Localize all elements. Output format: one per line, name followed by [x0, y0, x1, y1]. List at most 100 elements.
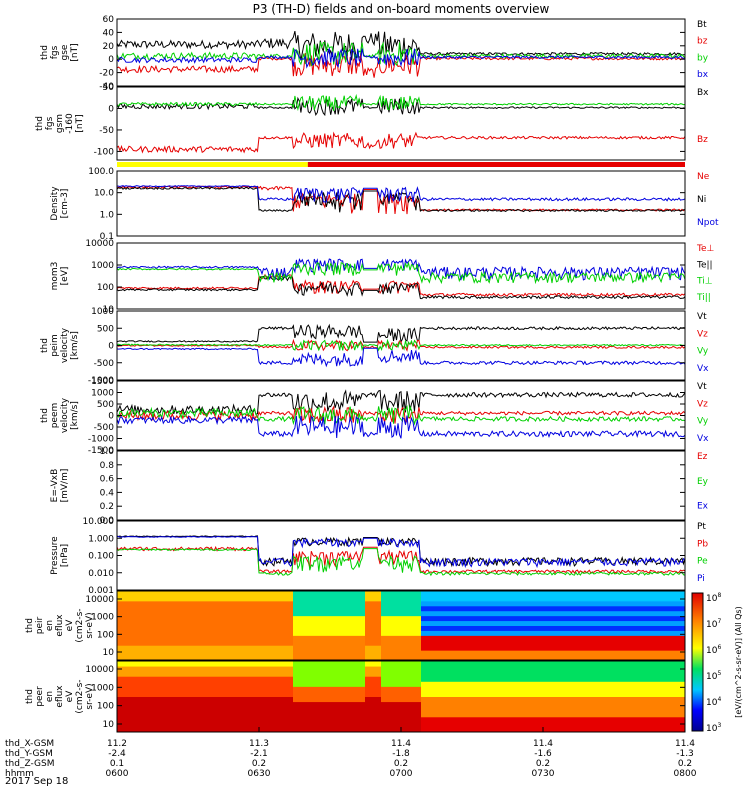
spectrogram-cell — [373, 615, 378, 622]
spectrogram-cell — [657, 666, 662, 672]
spectrogram-cell — [345, 620, 350, 626]
spectrogram-cell — [393, 640, 398, 646]
spectrogram-cell — [513, 645, 518, 651]
spectrogram-cell — [577, 595, 582, 602]
spectrogram-cell — [133, 671, 138, 677]
spectrogram-cell — [457, 630, 462, 636]
spectrogram-cell — [129, 620, 134, 626]
spectrogram-cell — [441, 650, 446, 656]
spectrogram-cell — [233, 721, 238, 728]
spectrogram-cell — [577, 600, 582, 607]
spectrogram-cell — [389, 591, 394, 597]
spectrogram-cell — [305, 716, 310, 723]
spectrogram-cell — [257, 716, 262, 723]
spectrogram-cell — [189, 615, 194, 622]
spectrogram-cell — [413, 696, 418, 703]
spectrogram-cell — [645, 600, 650, 607]
spectrogram-cell — [421, 686, 426, 692]
legend-entry: Te⊥ — [696, 244, 715, 254]
spectrogram-cell — [241, 605, 246, 612]
spectrogram-cell — [373, 600, 378, 607]
spectrogram-cell — [205, 701, 210, 708]
spectrogram-cell — [489, 630, 494, 636]
spectrogram-cell — [449, 625, 454, 631]
y-tick-label: 0.010 — [88, 569, 114, 579]
spectrogram-cell — [625, 691, 630, 697]
spectrogram-cell — [577, 666, 582, 672]
spectrogram-cell — [573, 701, 578, 708]
spectrogram-cell — [161, 615, 166, 622]
spectrogram-cell — [521, 696, 526, 703]
spectrogram-cell — [209, 681, 214, 687]
spectrogram-cell — [421, 650, 426, 656]
spectrogram-cell — [349, 701, 354, 708]
spectrogram-cell — [349, 600, 354, 607]
spectrogram-cell — [565, 686, 570, 692]
spectrogram-cell — [209, 696, 214, 703]
spectrogram-cell — [281, 630, 286, 636]
spectrogram-cell — [281, 605, 286, 612]
spectrogram-cell — [605, 620, 610, 626]
spectrogram-cell — [577, 671, 582, 677]
spectrogram-cell — [525, 721, 530, 728]
spectrogram-cell — [497, 691, 502, 697]
spectrogram-cell — [617, 650, 622, 656]
spectrogram-cell — [141, 686, 146, 692]
spectrogram-cell — [401, 661, 406, 667]
spectrogram-cell — [469, 625, 474, 631]
spectrogram-cell — [373, 696, 378, 703]
spectrogram-cell — [665, 595, 670, 602]
spectrogram-cell — [469, 600, 474, 607]
spectrogram-cell — [281, 655, 286, 661]
spectrogram-cell — [169, 676, 174, 682]
spectrogram-cell — [309, 630, 314, 636]
legend-entry: Pi — [697, 574, 705, 584]
spectrogram-cell — [129, 661, 134, 667]
spectrogram-cell — [617, 671, 622, 677]
spectrogram-cell — [129, 676, 134, 682]
spectrogram-cell — [321, 625, 326, 631]
spectrogram-cell — [293, 706, 298, 713]
spectrogram-cell — [533, 671, 538, 677]
spectrogram-cell — [521, 610, 526, 617]
spectrogram-cell — [561, 591, 566, 597]
spectrogram-cell — [657, 595, 662, 602]
spectrogram-cell — [465, 706, 470, 713]
spectrogram-cell — [485, 591, 490, 597]
spectrogram-cell — [485, 676, 490, 682]
spectrogram-cell — [621, 701, 626, 708]
spectrogram-cell — [509, 655, 514, 661]
spectrogram-cell — [413, 630, 418, 636]
spectrogram-cell — [169, 686, 174, 692]
spectrogram-cell — [453, 615, 458, 622]
legend-entry: Ni — [697, 195, 706, 205]
spectrogram-cell — [653, 591, 658, 597]
legend-entry: Pb — [697, 539, 708, 549]
spectrogram-cell — [441, 610, 446, 617]
spectrogram-cell — [397, 676, 402, 682]
spectrogram-cell — [649, 681, 654, 687]
spectrogram-cell — [625, 591, 630, 597]
spectrogram-cell — [317, 666, 322, 672]
spectrogram-cell — [417, 630, 422, 636]
spectrogram-cell — [365, 625, 370, 631]
spectrogram-cell — [333, 655, 338, 661]
spectrogram-cell — [413, 701, 418, 708]
spectrogram-cell — [409, 650, 414, 656]
spectrogram-cell — [425, 610, 430, 617]
spectrogram-cell — [213, 605, 218, 612]
spectrogram-cell — [361, 681, 366, 687]
spectrogram-cell — [213, 696, 218, 703]
spectrogram-cell — [381, 620, 386, 626]
spectrogram-cell — [317, 701, 322, 708]
spectrogram-cell — [573, 655, 578, 661]
spectrogram-cell — [265, 625, 270, 631]
spectrogram-cell — [209, 610, 214, 617]
spectrogram-cell — [289, 625, 294, 631]
spectrogram-cell — [505, 686, 510, 692]
figure-title: P3 (TH-D) fields and on-board moments ov… — [253, 2, 550, 16]
spectrogram-cell — [661, 620, 666, 626]
spectrogram-cell — [629, 716, 634, 723]
spectrogram-cell — [397, 706, 402, 713]
